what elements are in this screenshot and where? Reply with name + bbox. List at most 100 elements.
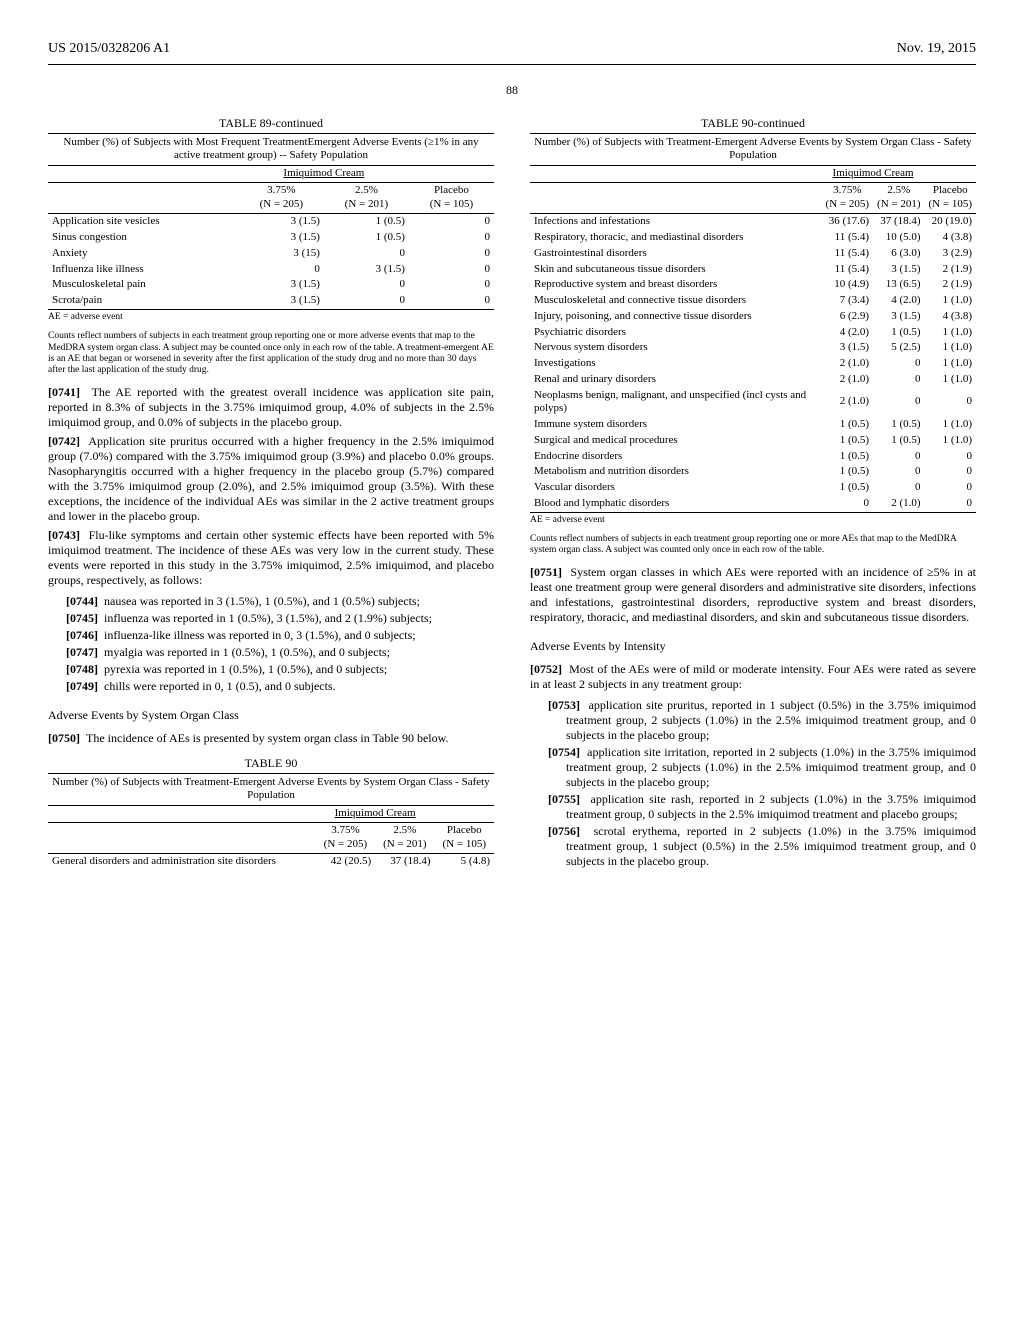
cell: 0 bbox=[409, 214, 494, 230]
cell: 1 (0.5) bbox=[873, 325, 924, 341]
table-row: Investigations2 (1.0)01 (1.0) bbox=[530, 356, 976, 372]
table90b-footnote1: AE = adverse event bbox=[530, 515, 976, 526]
cell: 1 (0.5) bbox=[822, 480, 873, 496]
cell: 1 (0.5) bbox=[822, 449, 873, 465]
cell: 3 (1.5) bbox=[239, 293, 324, 309]
table-row: Gastrointestinal disorders11 (5.4)6 (3.0… bbox=[530, 246, 976, 262]
table-row: Neoplasms benign, malignant, and unspeci… bbox=[530, 388, 976, 418]
pub-date: Nov. 19, 2015 bbox=[897, 40, 976, 58]
cell: 7 (3.4) bbox=[822, 293, 873, 309]
row-label: Vascular disorders bbox=[530, 480, 822, 496]
para-0741: [0741] The AE reported with the greatest… bbox=[48, 385, 494, 430]
list-item: [0754] application site irritation, repo… bbox=[548, 745, 976, 790]
table90b-footnote2: Counts reflect numbers of subjects in ea… bbox=[530, 534, 976, 557]
cell: 0 bbox=[409, 277, 494, 293]
row-label: Neoplasms benign, malignant, and unspeci… bbox=[530, 388, 822, 418]
list-item: [0755] application site rash, reported i… bbox=[548, 792, 976, 822]
para-text: chills were reported in 0, 1 (0.5), and … bbox=[104, 679, 336, 693]
list-item: [0748] pyrexia was reported in 1 (0.5%),… bbox=[66, 662, 494, 677]
para-text: The AE reported with the greatest overal… bbox=[48, 385, 494, 429]
cell: 1 (0.5) bbox=[873, 433, 924, 449]
para-num: [0746] bbox=[66, 628, 98, 642]
row-label: Endocrine disorders bbox=[530, 449, 822, 465]
cell: 0 bbox=[239, 262, 324, 278]
table90b: Imiquimod Cream 3.75% (N = 205) 2.5% (N … bbox=[530, 166, 976, 513]
col-header: 3.75% (N = 205) bbox=[822, 182, 873, 214]
row-label: General disorders and administration sit… bbox=[48, 854, 316, 870]
cell: 0 bbox=[873, 356, 924, 372]
para-text: pyrexia was reported in 1 (0.5%), 1 (0.5… bbox=[104, 662, 387, 676]
cell: 13 (6.5) bbox=[873, 277, 924, 293]
table-row: Influenza like illness03 (1.5)0 bbox=[48, 262, 494, 278]
table-row: Musculoskeletal pain3 (1.5)00 bbox=[48, 277, 494, 293]
row-label: Infections and infestations bbox=[530, 214, 822, 230]
row-label: Scrota/pain bbox=[48, 293, 239, 309]
cell: 0 bbox=[873, 388, 924, 418]
table-row: Immune system disorders1 (0.5)1 (0.5)1 (… bbox=[530, 417, 976, 433]
row-label: Immune system disorders bbox=[530, 417, 822, 433]
para-num: [0741] bbox=[48, 385, 80, 399]
table-row: General disorders and administration sit… bbox=[48, 854, 494, 870]
table-row: Reproductive system and breast disorders… bbox=[530, 277, 976, 293]
col-header: 3.75% (N = 205) bbox=[316, 822, 375, 854]
row-label: Renal and urinary disorders bbox=[530, 372, 822, 388]
table90a-group-header: Imiquimod Cream bbox=[316, 806, 435, 822]
cell: 0 bbox=[873, 449, 924, 465]
list-item: [0744] nausea was reported in 3 (1.5%), … bbox=[66, 594, 494, 609]
row-label: Reproductive system and breast disorders bbox=[530, 277, 822, 293]
cell: 0 bbox=[324, 246, 409, 262]
para-num: [0754] bbox=[548, 745, 580, 759]
para-num: [0750] bbox=[48, 731, 80, 745]
cell: 10 (4.9) bbox=[822, 277, 873, 293]
row-label: Skin and subcutaneous tissue disorders bbox=[530, 262, 822, 278]
table-row: Metabolism and nutrition disorders1 (0.5… bbox=[530, 464, 976, 480]
row-label: Psychiatric disorders bbox=[530, 325, 822, 341]
cell: 3 (2.9) bbox=[925, 246, 976, 262]
row-label: Respiratory, thoracic, and mediastinal d… bbox=[530, 230, 822, 246]
cell: 3 (1.5) bbox=[873, 309, 924, 325]
para-text: System organ classes in which AEs were r… bbox=[530, 565, 976, 624]
right-column: TABLE 90-continued Number (%) of Subject… bbox=[530, 116, 976, 877]
cell: 10 (5.0) bbox=[873, 230, 924, 246]
para-num: [0755] bbox=[548, 792, 580, 806]
cell: 4 (3.8) bbox=[925, 230, 976, 246]
cell: 4 (2.0) bbox=[822, 325, 873, 341]
table90b-caption: Number (%) of Subjects with Treatment-Em… bbox=[530, 133, 976, 167]
table-row: Infections and infestations36 (17.6)37 (… bbox=[530, 214, 976, 230]
table-row: Application site vesicles3 (1.5)1 (0.5)0 bbox=[48, 214, 494, 230]
para-num: [0752] bbox=[530, 662, 562, 676]
cell: 3 (1.5) bbox=[239, 277, 324, 293]
cell: 0 bbox=[873, 464, 924, 480]
para-text: influenza was reported in 1 (0.5%), 3 (1… bbox=[104, 611, 432, 625]
para-text: myalgia was reported in 1 (0.5%), 1 (0.5… bbox=[104, 645, 390, 659]
para-text: Most of the AEs were of mild or moderate… bbox=[530, 662, 976, 691]
cell: 0 bbox=[925, 480, 976, 496]
table90b-title: TABLE 90-continued bbox=[530, 116, 976, 131]
cell: 11 (5.4) bbox=[822, 230, 873, 246]
cell: 1 (1.0) bbox=[925, 433, 976, 449]
table-row: Anxiety3 (15)00 bbox=[48, 246, 494, 262]
para-0752: [0752] Most of the AEs were of mild or m… bbox=[530, 662, 976, 692]
cell: 0 bbox=[925, 449, 976, 465]
page-number: 88 bbox=[48, 83, 976, 98]
cell: 1 (1.0) bbox=[925, 356, 976, 372]
col-header: 2.5% (N = 201) bbox=[873, 182, 924, 214]
para-num: [0753] bbox=[548, 698, 580, 712]
cell: 2 (1.9) bbox=[925, 277, 976, 293]
table-row: Scrota/pain3 (1.5)00 bbox=[48, 293, 494, 309]
cell: 0 bbox=[324, 293, 409, 309]
cell: 0 bbox=[873, 372, 924, 388]
para-0750: [0750] The incidence of AEs is presented… bbox=[48, 731, 494, 746]
cell: 2 (1.9) bbox=[925, 262, 976, 278]
para-num: [0751] bbox=[530, 565, 562, 579]
table89-footnote1: AE = adverse event bbox=[48, 312, 494, 323]
cell: 6 (3.0) bbox=[873, 246, 924, 262]
para-num: [0742] bbox=[48, 434, 80, 448]
list-item: [0745] influenza was reported in 1 (0.5%… bbox=[66, 611, 494, 626]
table90a-caption: Number (%) of Subjects with Treatment-Em… bbox=[48, 773, 494, 807]
row-label: Metabolism and nutrition disorders bbox=[530, 464, 822, 480]
cell: 2 (1.0) bbox=[873, 496, 924, 512]
cell: 37 (18.4) bbox=[375, 854, 434, 870]
cell: 0 bbox=[925, 388, 976, 418]
list-item: [0746] influenza-like illness was report… bbox=[66, 628, 494, 643]
